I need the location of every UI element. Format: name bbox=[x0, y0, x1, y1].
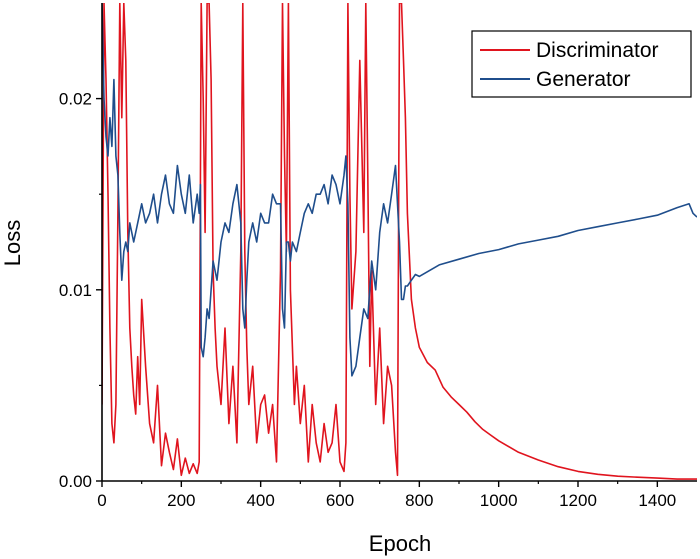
legend-box bbox=[471, 30, 692, 98]
series-line-discriminator bbox=[102, 3, 697, 480]
x-tick-label: 800 bbox=[405, 491, 433, 510]
legend-label-discriminator: Discriminator bbox=[536, 39, 659, 62]
x-tick-label: 1400 bbox=[638, 491, 676, 510]
y-tick-label: 0.02 bbox=[59, 90, 92, 109]
legend-label-generator: Generator bbox=[536, 68, 631, 91]
y-axis-title: Loss bbox=[0, 220, 25, 266]
series-line-generator bbox=[102, 3, 697, 377]
x-tick-label: 400 bbox=[246, 491, 274, 510]
y-tick-label: 0.01 bbox=[59, 281, 92, 300]
x-axis-title: Epoch bbox=[369, 531, 431, 556]
x-tick-label: 200 bbox=[167, 491, 195, 510]
x-tick-label: 0 bbox=[97, 491, 106, 510]
x-tick-label: 600 bbox=[326, 491, 354, 510]
y-tick-label: 0.00 bbox=[59, 472, 92, 491]
x-tick-label: 1200 bbox=[559, 491, 597, 510]
x-tick-label: 1000 bbox=[480, 491, 518, 510]
